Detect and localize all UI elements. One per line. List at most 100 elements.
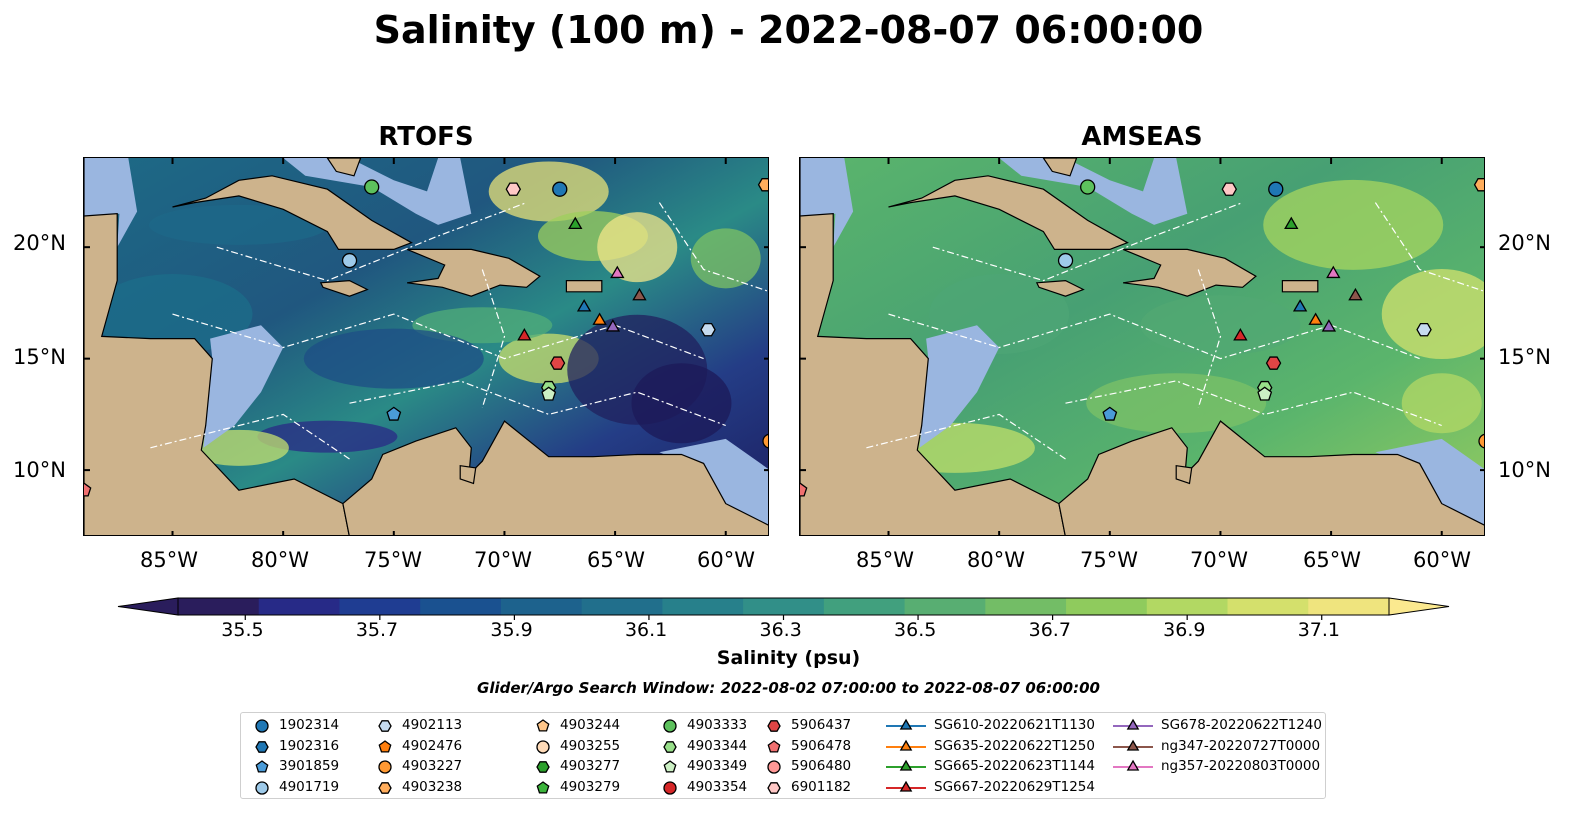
salinity-feature <box>257 420 398 453</box>
salinity-feature <box>1263 179 1444 270</box>
triangle-icon <box>1113 759 1153 771</box>
station-marker-6901182[interactable] <box>505 182 522 196</box>
legend-marker[interactable] <box>767 760 781 774</box>
salinity-feature <box>488 161 609 222</box>
station-marker-5906437[interactable] <box>1265 356 1282 370</box>
legend-marker[interactable] <box>899 718 913 730</box>
station-marker-SG635-20220622T1250[interactable] <box>592 312 607 325</box>
station-marker-4903227[interactable] <box>762 433 769 449</box>
legend-marker[interactable] <box>255 780 269 795</box>
lon-tick-label: 70°W <box>1190 548 1248 572</box>
legend-marker[interactable] <box>536 719 550 732</box>
lat-tick-label: 10°N <box>13 458 66 482</box>
station-marker-SG610-20220621T1130[interactable] <box>576 299 592 312</box>
salinity-feature <box>1381 269 1484 360</box>
legend-label: 4903277 <box>560 758 621 774</box>
station-marker-SG610-20220621T1130[interactable] <box>1292 299 1308 312</box>
station-marker-SG667-20220629T1254[interactable] <box>1233 328 1248 341</box>
station-marker-4903349[interactable] <box>541 386 557 401</box>
legend-marker[interactable] <box>663 780 677 795</box>
station-marker-4901719[interactable] <box>1057 252 1074 269</box>
station-marker-SG635-20220622T1250[interactable] <box>1308 312 1323 325</box>
legend-marker[interactable] <box>767 781 781 794</box>
station-marker-4903333[interactable] <box>364 179 380 195</box>
station-marker-3901859[interactable] <box>1102 406 1118 421</box>
station-marker-5906478[interactable] <box>800 482 808 497</box>
station-marker-3901859[interactable] <box>386 406 402 421</box>
legend-marker[interactable] <box>255 740 269 753</box>
legend-marker[interactable] <box>378 739 392 752</box>
station-marker-5906478[interactable] <box>84 482 92 497</box>
triangle-icon <box>886 718 926 730</box>
lon-tick-label: 65°W <box>1303 548 1361 572</box>
legend-marker[interactable] <box>899 780 913 792</box>
station-marker-SG665-20220623T1144[interactable] <box>1284 216 1299 230</box>
station-marker-4902113[interactable] <box>700 322 716 337</box>
station-marker-SG665-20220623T1144[interactable] <box>568 216 583 230</box>
station-marker-ng347-20220727T0000[interactable] <box>1348 287 1363 301</box>
station-marker-ng347-20220727T0000[interactable] <box>632 287 647 301</box>
map-rtofs[interactable] <box>83 157 769 536</box>
salinity-feature <box>303 328 484 389</box>
station-marker-SG678-20220622T1240[interactable] <box>605 319 621 332</box>
legend-marker[interactable] <box>255 719 269 733</box>
boundary-line <box>1374 202 1484 292</box>
jamaica-island <box>1035 279 1085 297</box>
pentagon-icon <box>536 780 550 793</box>
legend-label: 5906478 <box>791 737 852 754</box>
legend-marker[interactable] <box>378 720 392 732</box>
map-amseas[interactable] <box>799 157 1485 536</box>
legend-marker[interactable] <box>378 760 392 774</box>
colorbar <box>117 597 1450 620</box>
colorbar-swatch <box>1308 598 1390 615</box>
station-marker-4903349[interactable] <box>1257 386 1273 401</box>
station-marker-4902113[interactable] <box>1416 322 1432 337</box>
legend-marker[interactable] <box>899 759 913 771</box>
legend-marker[interactable] <box>1126 718 1140 730</box>
pentagon-icon <box>378 739 392 752</box>
station-marker-6901182[interactable] <box>1221 182 1238 196</box>
station-marker-4903238[interactable] <box>1473 178 1485 192</box>
legend-marker[interactable] <box>536 739 550 754</box>
legend-marker[interactable] <box>536 761 550 773</box>
legend-marker[interactable] <box>1126 739 1140 751</box>
station-marker-4903227[interactable] <box>1478 433 1485 449</box>
legend-label: 3901859 <box>279 758 340 774</box>
lon-tick-label: 80°W <box>967 548 1025 572</box>
legend-label: 4903244 <box>560 717 621 733</box>
station-marker-5906437[interactable] <box>549 356 566 370</box>
legend-marker[interactable] <box>767 720 781 732</box>
legend-label: ng347-20220727T0000 <box>1161 737 1321 754</box>
lon-tick-label: 60°W <box>697 548 755 572</box>
legend-marker[interactable] <box>663 760 677 773</box>
station-marker-1902314[interactable] <box>552 181 568 197</box>
legend-item: 4903255 <box>534 738 620 754</box>
legend-marker[interactable] <box>899 739 913 751</box>
station-marker-SG667-20220629T1254[interactable] <box>517 328 532 341</box>
station-marker-SG678-20220622T1240[interactable] <box>1321 319 1337 332</box>
station-marker-4903238[interactable] <box>757 178 769 192</box>
legend-label: 4901719 <box>279 778 340 795</box>
boundary-line <box>932 202 1243 282</box>
legend-item: 4901719 <box>253 779 339 795</box>
legend-marker[interactable] <box>1126 759 1140 771</box>
colorbar-swatch <box>904 598 986 615</box>
legend-marker[interactable] <box>663 740 677 753</box>
colorbar-label: Salinity (psu) <box>716 647 861 669</box>
legend-marker[interactable] <box>378 781 392 794</box>
search-window-text: Glider/Argo Search Window: 2022-08-02 07… <box>477 679 1100 697</box>
legend: 1902314 1902316 3901859 4901719 4902113 49024… <box>240 712 1326 799</box>
legend-marker[interactable] <box>536 780 550 793</box>
legend-marker[interactable] <box>255 760 269 773</box>
legend-label: 4902113 <box>402 717 463 733</box>
station-marker-4903333[interactable] <box>1080 179 1096 195</box>
station-marker-4901719[interactable] <box>341 252 358 269</box>
hexagon-icon <box>767 781 781 794</box>
pentagon-icon <box>536 719 550 732</box>
legend-marker[interactable] <box>663 719 677 733</box>
station-marker-1902314[interactable] <box>1268 181 1284 197</box>
station-marker-ng357-20220803T0000[interactable] <box>610 265 625 279</box>
legend-marker[interactable] <box>767 739 781 752</box>
station-marker-ng357-20220803T0000[interactable] <box>1326 265 1341 279</box>
hispaniola-island <box>406 248 541 297</box>
